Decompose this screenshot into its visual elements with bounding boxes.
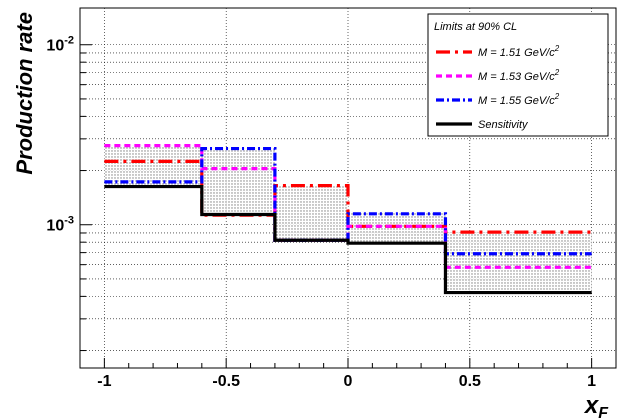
legend-entry-text: M = 1.51 GeV/c	[478, 47, 555, 59]
legend-entry-label: M = 1.53 GeV/c2	[478, 68, 560, 83]
legend-entry-label: M = 1.51 GeV/c2	[478, 44, 560, 59]
legend: Limits at 90% CLM = 1.51 GeV/c2M = 1.53 …	[427, 13, 609, 137]
axis-ticks: -1 -0.5 0 0.5 110-310-2	[46, 35, 596, 390]
band-segment	[104, 145, 202, 187]
legend-entry-superscript: 2	[554, 92, 560, 101]
legend-entry-label: Sensitivity	[478, 119, 529, 131]
y-tick-label: 10-2	[46, 35, 74, 55]
axis-labels: xF Production rate	[12, 12, 609, 420]
y-tick-exponent: -3	[64, 215, 74, 227]
legend-entry-text: M = 1.55 GeV/c	[478, 95, 555, 107]
y-axis-label: Production rate	[12, 12, 37, 175]
band-segment	[274, 185, 348, 241]
legend-entry-superscript: 2	[554, 44, 560, 53]
x-tick-label: -0.5	[212, 373, 240, 390]
x-axis-label: xF	[583, 392, 609, 420]
band-segment	[201, 148, 275, 215]
band-segment	[445, 232, 592, 293]
y-tick-exponent: -2	[64, 35, 74, 47]
x-tick-label: 1	[587, 373, 596, 390]
y-tick-base: 10	[46, 218, 64, 235]
series-lines	[104, 144, 592, 295]
series-line	[104, 184, 592, 295]
x-tick-label: 0.5	[459, 373, 481, 390]
legend-entry-label: M = 1.55 GeV/c2	[478, 92, 560, 107]
legend-title: Limits at 90% CL	[434, 21, 517, 33]
y-tick-label: 10-3	[46, 215, 74, 235]
x-tick-label: -1	[97, 373, 111, 390]
legend-entry-superscript: 2	[554, 68, 560, 77]
x-axis-label-main: x	[583, 392, 600, 419]
x-tick-label: 0	[344, 373, 353, 390]
legend-entry-text: M = 1.53 GeV/c	[478, 71, 555, 83]
y-tick-base: 10	[46, 38, 64, 55]
sensitivity-band	[104, 145, 592, 293]
grid	[80, 8, 616, 368]
legend-entry-text: Sensitivity	[478, 119, 529, 131]
x-axis-label-subscript: F	[598, 405, 609, 420]
